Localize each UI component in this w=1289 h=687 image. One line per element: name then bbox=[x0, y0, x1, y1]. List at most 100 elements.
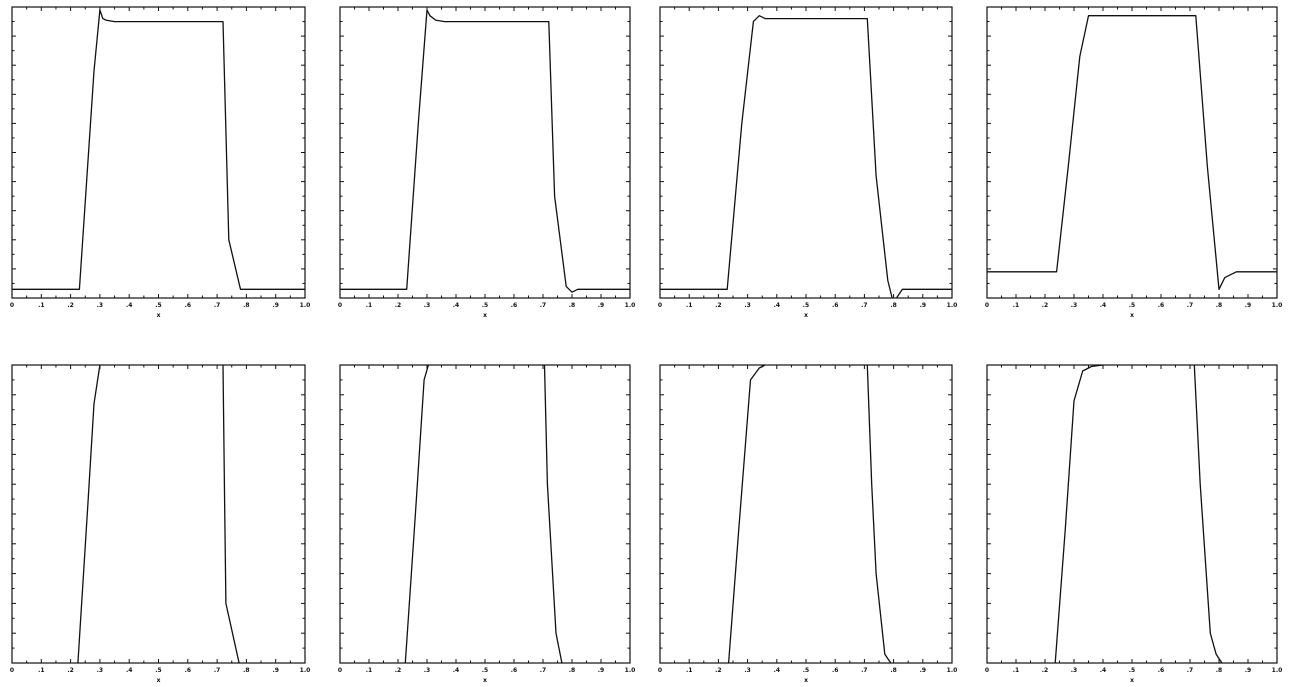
x-tick-label: .9 bbox=[272, 667, 278, 674]
x-tick-label: 1.0 bbox=[1272, 302, 1283, 309]
x-tick-label: .3 bbox=[1071, 302, 1077, 309]
x-tick-label: .8 bbox=[569, 302, 575, 309]
x-tick-label: .3 bbox=[424, 667, 430, 674]
panel-row2-col2: 0 .1 .2 .3 .4 .5 .6 .7 .8 .9 1.0 x bbox=[338, 364, 636, 684]
x-tick-label: .3 bbox=[744, 667, 750, 674]
x-tick-label: .9 bbox=[272, 302, 278, 309]
x-tick-label: .7 bbox=[540, 302, 546, 309]
x-axis-label: x bbox=[157, 677, 161, 684]
x-tick-label: .2 bbox=[395, 302, 401, 309]
x-tick-label: 1.0 bbox=[947, 302, 958, 309]
x-tick-label: .6 bbox=[832, 667, 838, 674]
series-line-2 bbox=[222, 365, 240, 663]
x-tick-label: .3 bbox=[1071, 667, 1077, 674]
x-tick-label: .9 bbox=[598, 302, 604, 309]
x-tick-label: .1 bbox=[38, 667, 44, 674]
x-tick-label: .5 bbox=[803, 667, 809, 674]
panel-row1-col2: 0 .1 .2 .3 .4 .5 .6 .7 .8 .9 1.0 x bbox=[338, 6, 636, 319]
x-tick-label: .5 bbox=[155, 667, 161, 674]
x-tick-label: .6 bbox=[185, 667, 191, 674]
x-tick-label: .4 bbox=[1100, 302, 1106, 309]
x-tick-label: .4 bbox=[126, 667, 132, 674]
x-tick-label: .5 bbox=[155, 302, 161, 309]
x-tick-label: .1 bbox=[38, 302, 44, 309]
series-line-1 bbox=[340, 9, 630, 293]
x-tick-label: .7 bbox=[861, 667, 867, 674]
x-tick-label: .1 bbox=[686, 302, 692, 309]
x-tick-label: 0 bbox=[10, 667, 14, 674]
series-line-1 bbox=[660, 15, 952, 298]
x-tick-label: 0 bbox=[338, 302, 342, 309]
x-tick-label: .9 bbox=[920, 302, 926, 309]
x-tick-label: 0 bbox=[338, 667, 342, 674]
x-tick-label: .3 bbox=[424, 302, 430, 309]
x-tick-label: .2 bbox=[715, 667, 721, 674]
x-axis-label: x bbox=[483, 677, 487, 684]
panel-row1-col4: 0 .1 .2 .3 .4 .5 .6 .7 .8 .9 1.0 x bbox=[985, 6, 1283, 319]
x-tick-label: .8 bbox=[243, 667, 249, 674]
series-line-2 bbox=[866, 365, 892, 663]
x-tick-label: .6 bbox=[1158, 667, 1164, 674]
x-tick-label: 1.0 bbox=[300, 667, 311, 674]
x-tick-label: .4 bbox=[774, 667, 780, 674]
x-tick-label: .3 bbox=[97, 667, 103, 674]
x-tick-label: .1 bbox=[366, 302, 372, 309]
plot-frame bbox=[339, 6, 631, 299]
x-tick-label: 1.0 bbox=[300, 302, 311, 309]
x-tick-label: 0 bbox=[658, 667, 662, 674]
plot-frame bbox=[339, 364, 631, 664]
x-tick-label: .7 bbox=[861, 302, 867, 309]
x-tick-label: .8 bbox=[1216, 667, 1222, 674]
x-tick-label: .8 bbox=[243, 302, 249, 309]
x-tick-label: .8 bbox=[890, 667, 896, 674]
x-tick-label: .9 bbox=[1245, 302, 1251, 309]
x-tick-label: .6 bbox=[1158, 302, 1164, 309]
series-line-2 bbox=[543, 365, 563, 663]
x-axis-label: x bbox=[804, 312, 808, 319]
x-tick-label: 1.0 bbox=[1272, 667, 1283, 674]
x-tick-label: .5 bbox=[803, 302, 809, 309]
x-tick-label: .7 bbox=[214, 667, 220, 674]
x-tick-label: .1 bbox=[1013, 302, 1019, 309]
x-tick-label: .6 bbox=[832, 302, 838, 309]
x-tick-label: .6 bbox=[185, 302, 191, 309]
x-tick-label: .2 bbox=[1042, 667, 1048, 674]
panel-row1-col1: 0 .1 .2 .3 .4 .5 .6 .7 .8 .9 1.0 x bbox=[10, 6, 311, 319]
panel-row1-col3: 0 .1 .2 .3 .4 .5 .6 .7 .8 .9 1.0 x bbox=[658, 6, 958, 319]
x-tick-label: .3 bbox=[744, 302, 750, 309]
x-tick-label: .9 bbox=[1245, 667, 1251, 674]
plot-frame bbox=[986, 364, 1278, 664]
plot-frame bbox=[11, 364, 306, 664]
x-tick-label: .7 bbox=[214, 302, 220, 309]
x-axis-label: x bbox=[804, 677, 808, 684]
series-line-1 bbox=[404, 365, 430, 663]
x-tick-label: 0 bbox=[985, 302, 989, 309]
series-line-1 bbox=[727, 365, 766, 663]
x-axis-label: x bbox=[1130, 677, 1134, 684]
plot-frame bbox=[659, 364, 953, 664]
x-tick-label: .8 bbox=[890, 302, 896, 309]
x-tick-label: 0 bbox=[10, 302, 14, 309]
x-tick-label: 0 bbox=[985, 667, 989, 674]
x-tick-label: .4 bbox=[126, 302, 132, 309]
plot-frame bbox=[986, 6, 1278, 299]
x-tick-label: .7 bbox=[1187, 302, 1193, 309]
x-tick-label: .6 bbox=[511, 302, 517, 309]
x-tick-label: .1 bbox=[1013, 667, 1019, 674]
x-tick-label: .9 bbox=[598, 667, 604, 674]
x-tick-label: .5 bbox=[1129, 667, 1135, 674]
x-tick-label: 1.0 bbox=[947, 667, 958, 674]
x-tick-label: .7 bbox=[1187, 667, 1193, 674]
x-tick-label: .2 bbox=[67, 667, 73, 674]
x-tick-label: .7 bbox=[540, 667, 546, 674]
x-tick-label: .5 bbox=[482, 667, 488, 674]
series-line-2 bbox=[1193, 365, 1223, 663]
series-line-1 bbox=[12, 9, 305, 290]
x-tick-label: 1.0 bbox=[625, 667, 636, 674]
x-tick-label: 1.0 bbox=[625, 302, 636, 309]
x-tick-label: .1 bbox=[366, 667, 372, 674]
panel-row2-col4: 0 .1 .2 .3 .4 .5 .6 .7 .8 .9 1.0 x bbox=[985, 364, 1283, 684]
x-axis-label: x bbox=[157, 312, 161, 319]
x-tick-label: .2 bbox=[715, 302, 721, 309]
